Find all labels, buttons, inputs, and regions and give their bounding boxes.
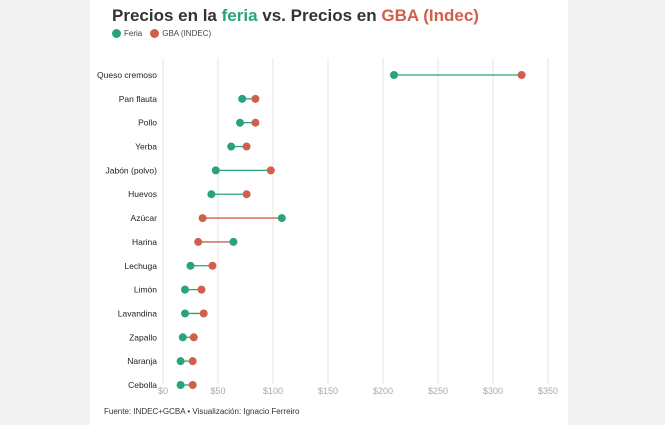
category-label: Pollo: [138, 118, 157, 128]
source-note: Fuente: INDEC+GCBA • Visualización: Igna…: [104, 407, 300, 416]
gba-point: [188, 381, 197, 389]
feria-point: [178, 333, 187, 342]
gba-point: [198, 214, 207, 223]
feria-point: [238, 94, 247, 103]
category-label: Naranja: [127, 356, 157, 366]
x-tick-label: $250: [428, 386, 448, 396]
feria-point: [181, 309, 189, 318]
x-tick-label: $50: [210, 386, 225, 396]
gba-point: [194, 237, 203, 246]
x-tick-label: $350: [538, 386, 558, 396]
category-label: Lavandina: [118, 308, 158, 318]
legend-item-gba[interactable]: GBA (INDEC): [150, 29, 211, 38]
x-tick-label: $300: [483, 386, 503, 396]
category-label: Lechuga: [124, 261, 157, 271]
legend-item-feria[interactable]: Feria: [112, 29, 142, 38]
title-gba-word: GBA (Indec): [381, 6, 479, 25]
feria-point: [227, 142, 236, 151]
gba-point: [189, 333, 198, 342]
title-feria-word: feria: [221, 6, 258, 25]
gba-point: [242, 142, 251, 151]
gba-point: [251, 94, 260, 103]
category-label: Zapallo: [129, 332, 157, 342]
gba-point: [266, 166, 275, 175]
chart-card: Precios en la feria vs. Precios en GBA (…: [90, 0, 568, 425]
feria-point: [390, 71, 398, 79]
legend: Feria GBA (INDEC): [112, 29, 219, 38]
feria-point: [186, 261, 195, 270]
gba-point: [197, 285, 206, 294]
category-label: Azúcar: [131, 213, 158, 223]
legend-label-feria: Feria: [124, 29, 143, 38]
gba-point: [208, 261, 217, 270]
category-label: Pan flauta: [119, 94, 158, 104]
legend-dot-gba: [150, 29, 160, 38]
title-text-2: vs. Precios en: [257, 6, 382, 25]
feria-point: [176, 381, 185, 389]
feria-point: [176, 357, 185, 366]
category-label: Queso cremoso: [97, 70, 157, 80]
category-label: Huevos: [128, 189, 157, 199]
x-tick-label: $100: [263, 386, 283, 396]
x-tick-label: $150: [318, 386, 338, 396]
feria-point: [277, 214, 286, 223]
feria-point: [207, 190, 216, 199]
feria-point: [236, 118, 244, 127]
feria-point: [181, 285, 189, 294]
category-label: Yerba: [135, 142, 157, 152]
gba-point: [188, 357, 197, 366]
legend-dot-feria: [112, 29, 121, 38]
category-label: Harina: [132, 237, 157, 247]
category-label: Jabón (polvo): [105, 165, 157, 175]
x-tick-label: $200: [373, 386, 393, 396]
chart-title: Precios en la feria vs. Precios en GBA (…: [112, 6, 479, 26]
gba-point: [517, 71, 526, 79]
legend-label-gba: GBA (INDEC): [162, 29, 212, 38]
category-label: Limón: [134, 285, 157, 295]
feria-point: [229, 237, 238, 246]
title-text-1: Precios en la: [112, 6, 222, 25]
gba-point: [199, 309, 208, 318]
gba-point: [242, 190, 251, 199]
category-label: Cebolla: [128, 380, 157, 390]
feria-point: [211, 166, 220, 175]
x-tick-label: $0: [158, 386, 168, 396]
gba-point: [251, 118, 260, 127]
